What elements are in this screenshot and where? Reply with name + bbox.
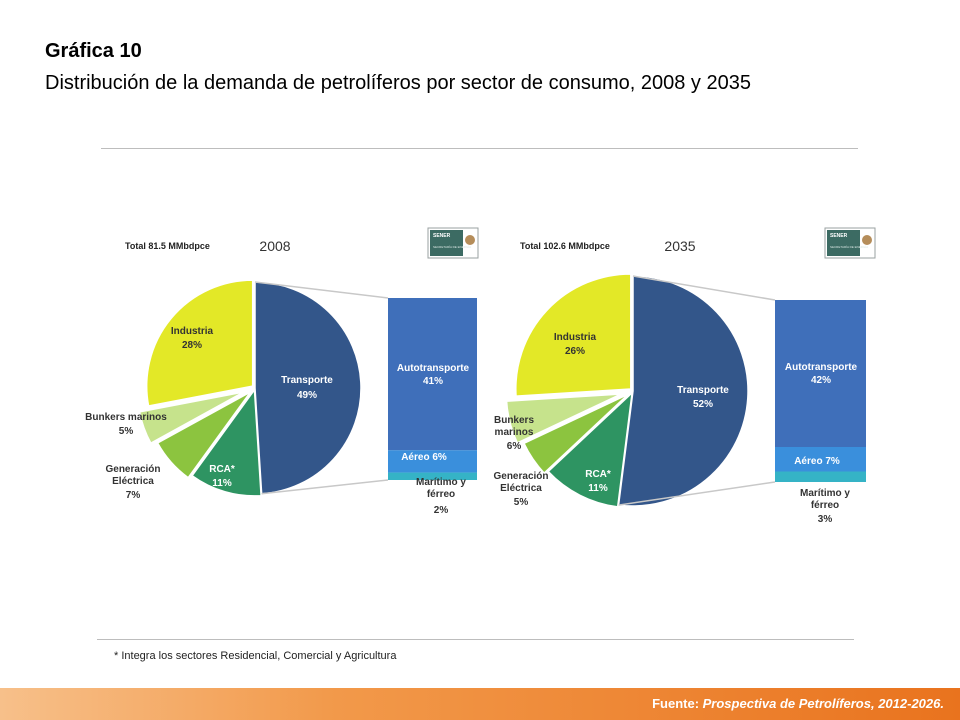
source-text: Fuente: Prospectiva de Petrolíferos, 201…	[652, 696, 944, 711]
sener-logo-2035-panel	[827, 230, 860, 256]
pie-2008-label-industria: Industria	[171, 326, 214, 337]
pie-2008-slice-generacion-electrica	[156, 391, 252, 479]
pie-2035-value-bunkers-marinos: 6%	[507, 441, 522, 452]
sener-logo-2008-subtext: SECRETARÍA DE ENERGÍA	[433, 245, 471, 249]
pie-2035-total: Total 102.6 MMbdpce	[520, 241, 610, 251]
sener-logo-2008-panel	[430, 230, 463, 256]
pie-2008-label-generacion-electrica: Generación Eléctrica	[105, 464, 160, 487]
pie-2008-year: 2008	[259, 238, 290, 254]
sener-logo-2035-text: SENER	[830, 233, 848, 239]
pie-2008-total: Total 81.5 MMbdpce	[125, 241, 210, 251]
pie-2035-year: 2035	[664, 238, 695, 254]
bar-2035-label-aereo: Aéreo 7%	[794, 456, 840, 467]
pie-2008-value-transporte: 49%	[297, 390, 317, 401]
chart-area: Transporte 49% RCA* 11% Generación Eléctrica 7…	[85, 227, 876, 525]
bar-2008-value-autotransporte: 41%	[423, 376, 443, 387]
bar-2035-label-autotransporte: Autotransporte	[785, 362, 858, 373]
footer-bar: Fuente: Prospectiva de Petrolíferos, 201…	[0, 688, 960, 720]
pie-2035-value-transporte: 52%	[693, 399, 713, 410]
bar-2035-segment-autotransporte	[775, 300, 866, 447]
bar-2008-value-maritimo-y-ferreo: 2%	[434, 505, 449, 516]
pie-2035-slice-industria	[515, 273, 632, 397]
pie-2008-value-generacion-electrica: 7%	[126, 490, 141, 501]
pie-2035-slice-generacion-electrica	[522, 393, 629, 475]
footnote: * Integra los sectores Residencial, Come…	[114, 650, 397, 662]
pie-2008-slice-transporte	[254, 281, 362, 495]
pie-2008-value-bunkers-marinos: 5%	[119, 426, 134, 437]
bar-2008-label-maritimo-y-ferreo: Marítimo y férreo	[416, 477, 466, 500]
pie-2035-connector-bottom	[618, 481, 776, 506]
pie-2008-slice-rca	[191, 387, 262, 497]
bar-2008-label-autotransporte: Autotransporte	[397, 363, 470, 374]
pie-2008-slice-industria	[145, 279, 254, 407]
bar-2008-segment-maritimo-y-ferreo	[388, 472, 477, 480]
pie-2035-label-industria: Industria	[554, 332, 597, 343]
pie-2035-label-rca: RCA*	[585, 469, 611, 480]
bar-2035-value-aereo: 7%	[825, 456, 840, 467]
pie-2008-value-industria: 28%	[182, 340, 202, 351]
sener-logo-2035-subtext: SECRETARÍA DE ENERGÍA	[830, 245, 868, 249]
bar-2035-label-text-aereo: Aéreo	[794, 456, 825, 467]
top-divider	[101, 148, 858, 149]
pie-2008-connector-bottom	[261, 479, 389, 495]
bar-2008-segment-autotransporte	[388, 298, 477, 451]
chart-title: Gráfica 10	[45, 40, 142, 62]
pie-2035-slice-transporte	[617, 275, 749, 507]
pie-2035-value-generacion-electrica: 5%	[514, 497, 529, 508]
pie-2008-label-transporte: Transporte	[281, 375, 333, 386]
pie-2035-label-transporte: Transporte	[677, 385, 729, 396]
pie-2008-slice-bunkers-marinos	[138, 391, 245, 445]
bar-2035-segment-aereo	[775, 447, 866, 472]
bar-2035-value-autotransporte: 42%	[811, 375, 831, 386]
pie-2008-label-rca: RCA*	[209, 464, 235, 475]
bar-2035-value-maritimo-y-ferreo: 3%	[818, 514, 833, 525]
pie-2008-label-bunkers-marinos: Bunkers marinos	[85, 412, 167, 423]
pie-2035-slice-bunkers-marinos	[505, 393, 622, 444]
bar-2008-label-text-aereo: Aéreo	[401, 452, 432, 463]
bar-2008-value-aereo: 6%	[432, 452, 447, 463]
pie-2035-label-generacion-electrica: Generación Eléctrica	[493, 471, 548, 494]
bar-2008-segment-aereo	[388, 450, 477, 473]
source-prefix: Fuente:	[652, 696, 703, 711]
bar-2008-label-aereo: Aéreo 6%	[401, 452, 447, 463]
bar-2035-label-maritimo-y-ferreo: Marítimo y férreo	[800, 488, 850, 511]
pie-2035-slice-rca	[547, 390, 634, 508]
pie-2008-connector-top	[254, 281, 389, 299]
chart-subtitle: Distribución de la demanda de petrolífer…	[45, 72, 751, 94]
bottom-divider	[97, 639, 854, 640]
source-title: Prospectiva de Petrolíferos, 2012-2026.	[702, 696, 944, 711]
bar-2035-segment-maritimo-y-ferreo	[775, 471, 866, 482]
pie-2035-label-bunkers-marinos: Bunkers marinos	[494, 415, 534, 438]
pie-2035-value-rca: 11%	[588, 483, 608, 494]
sener-logo-2035-emblem-icon	[862, 235, 872, 245]
sener-logo-2008-emblem-icon	[465, 235, 475, 245]
pie-2008-value-rca: 11%	[212, 478, 232, 489]
sener-logo-2008-text: SENER	[433, 233, 451, 239]
pie-2035-connector-top	[632, 275, 776, 301]
pie-2035-value-industria: 26%	[565, 346, 585, 357]
